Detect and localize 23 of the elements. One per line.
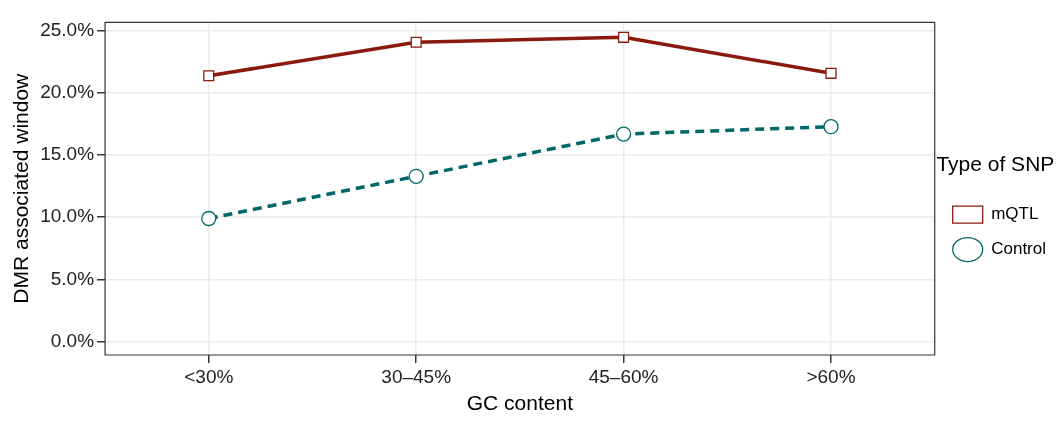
y-tick-label: 10.0% <box>40 205 95 227</box>
point <box>823 119 839 135</box>
point <box>615 126 632 142</box>
point <box>410 36 422 48</box>
x-tick-label: >60% <box>806 365 856 387</box>
point <box>825 67 837 79</box>
y-tick-label: 20.0% <box>40 81 95 103</box>
y-tick-label: 15.0% <box>40 143 95 165</box>
y-tick-label: 0.0% <box>50 329 95 351</box>
legend-label: Control <box>991 239 1047 259</box>
y-tick-label: 25.0% <box>40 19 95 41</box>
point <box>408 168 424 184</box>
x-tick-label: 45–60% <box>588 365 659 387</box>
point <box>203 70 215 82</box>
x-tick-label: <30% <box>184 365 234 387</box>
legend-title: Type of SNP <box>936 152 1055 176</box>
y-axis-title: DMR associated window <box>9 72 33 304</box>
point <box>201 210 217 227</box>
y-tick-label: 5.0% <box>50 267 95 289</box>
point <box>617 31 630 43</box>
x-tick-label: 30–45% <box>381 365 452 387</box>
legend-label: mQTL <box>991 204 1039 224</box>
x-axis-title: GC content <box>466 391 574 415</box>
